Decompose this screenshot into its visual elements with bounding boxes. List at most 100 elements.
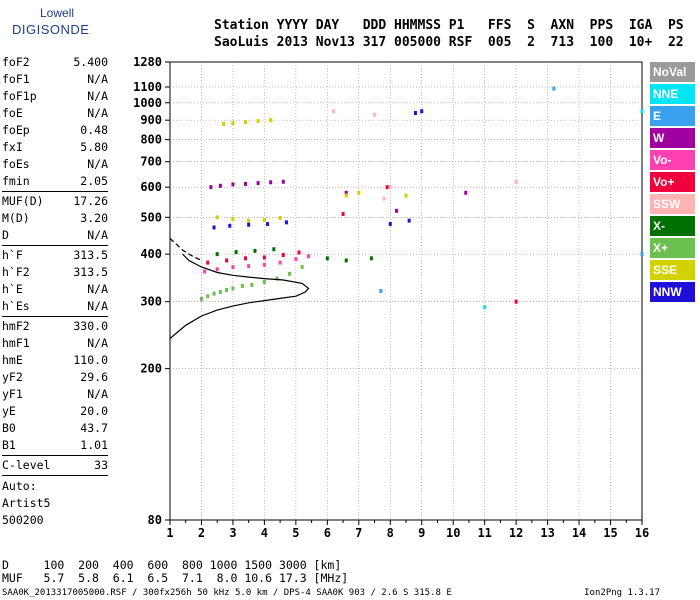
param-label: yF2	[2, 370, 23, 384]
data-point	[212, 291, 216, 296]
legend-item: NNE	[650, 84, 695, 104]
x-tick-label: 6	[324, 526, 331, 540]
muf-value-row: MUF 5.7 5.8 6.1 6.5 7.1 8.0 10.6 17.3 [M…	[2, 571, 349, 585]
data-point	[379, 289, 383, 293]
param-row: fmin 2.05	[2, 173, 108, 190]
data-point	[420, 109, 424, 114]
param-value: 5.400	[73, 55, 108, 69]
param-label: foF1p	[2, 89, 37, 103]
data-point	[215, 267, 219, 272]
param-label: foEp	[2, 123, 30, 137]
data-point	[206, 294, 210, 299]
muf-distance-row: D 100 200 400 600 800 1000 1500 3000 [km…	[2, 558, 342, 572]
parameter-table: foF2 5.400 foF1 N/A foF1p N/A foE N/A foEp 0.48 fx…	[2, 54, 108, 477]
param-value: N/A	[87, 72, 108, 86]
param-separator	[2, 455, 108, 456]
data-point	[281, 179, 285, 184]
param-label: foF1	[2, 72, 30, 86]
x-tick-label: 16	[635, 526, 649, 540]
param-value: N/A	[87, 299, 108, 313]
param-row: B0 43.7	[2, 420, 108, 437]
plot-frame	[169, 61, 643, 521]
param-value: 313.5	[73, 265, 108, 279]
data-point	[240, 283, 244, 288]
data-point	[234, 250, 238, 255]
param-value: 330.0	[73, 319, 108, 333]
param-separator	[2, 245, 108, 246]
param-row: yF2 29.6	[2, 369, 108, 386]
x-tick-label: 12	[509, 526, 523, 540]
param-row: B1 1.01	[2, 437, 108, 454]
y-tick-label: 800	[140, 133, 162, 147]
param-label: yE	[2, 404, 16, 418]
data-point	[218, 183, 222, 188]
param-label: C-level	[2, 458, 51, 472]
y-tick-label: 300	[140, 295, 162, 309]
data-point	[225, 287, 229, 292]
data-point	[275, 276, 279, 281]
param-row: h`Es N/A	[2, 298, 108, 315]
data-point	[344, 193, 348, 198]
data-point	[256, 181, 260, 186]
digisonde-logo: Lowell DIGISONDE	[4, 2, 89, 46]
param-label: h`F2	[2, 265, 30, 279]
data-point	[385, 185, 389, 190]
data-point	[640, 252, 644, 257]
param-label: foEs	[2, 157, 30, 171]
param-label: hmE	[2, 353, 23, 367]
data-point	[212, 225, 216, 230]
param-label: M(D)	[2, 211, 30, 225]
param-value: N/A	[87, 157, 108, 171]
legend-item: NoVal	[650, 62, 695, 82]
y-tick-label: 80	[148, 513, 162, 527]
param-label: foF2	[2, 55, 30, 69]
data-point	[231, 182, 235, 187]
param-value: 313.5	[73, 248, 108, 262]
y-tick-label: 600	[140, 180, 162, 194]
param-value: 1.01	[80, 438, 108, 452]
data-point	[325, 256, 329, 261]
data-point	[294, 257, 298, 262]
param-row: foF1 N/A	[2, 71, 108, 88]
legend-item: SSW	[650, 194, 695, 214]
legend-item: Vo-	[650, 150, 695, 170]
data-point	[357, 190, 361, 195]
param-row: yE 20.0	[2, 403, 108, 420]
y-tick-label: 700	[140, 155, 162, 169]
data-point	[269, 180, 273, 185]
data-point	[332, 109, 336, 114]
data-point	[218, 290, 222, 295]
data-point	[262, 217, 266, 222]
param-value: 2.05	[80, 174, 108, 188]
param-row: hmE 110.0	[2, 352, 108, 369]
param-separator	[2, 316, 108, 317]
data-point	[300, 265, 304, 270]
param-value: N/A	[87, 336, 108, 350]
param-row: hmF2 330.0	[2, 318, 108, 335]
param-row: fxI 5.80	[2, 139, 108, 156]
param-row: foEp 0.48	[2, 122, 108, 139]
data-point	[514, 299, 518, 304]
logo-text-top: Lowell	[40, 6, 75, 20]
x-tick-label: 2	[198, 526, 205, 540]
data-point	[640, 109, 644, 114]
data-point	[306, 254, 310, 259]
data-point	[278, 260, 282, 265]
legend-item: W	[650, 128, 695, 148]
x-tick-label: 15	[603, 526, 617, 540]
param-separator	[2, 191, 108, 192]
data-point	[272, 247, 276, 252]
footer-info: SAA0K_2013317005000.RSF / 300fx256h 50 k…	[2, 588, 452, 598]
y-tick-label: 900	[140, 113, 162, 127]
data-point	[244, 181, 248, 186]
param-label: h`Es	[2, 299, 30, 313]
data-point	[206, 260, 210, 265]
legend-item: E	[650, 106, 695, 126]
true-height-profile	[169, 237, 202, 262]
param-row: M(D) 3.20	[2, 210, 108, 227]
legend-item: SSE	[650, 260, 695, 280]
y-tick-label: 400	[140, 247, 162, 261]
param-row: MUF(D) 17.26	[2, 193, 108, 210]
param-value: 17.26	[73, 194, 108, 208]
